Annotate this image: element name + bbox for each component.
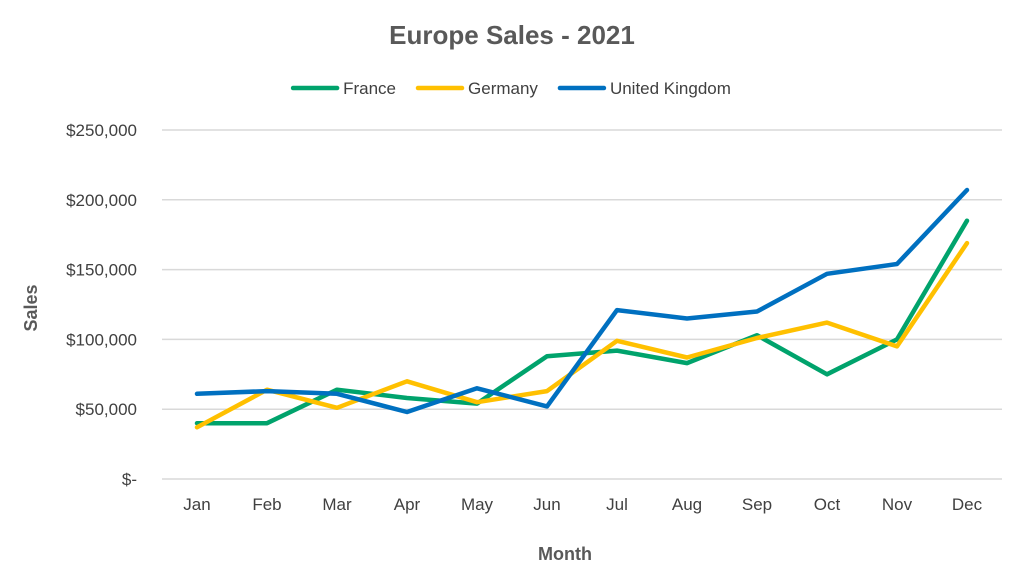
series-line-germany (194, 240, 970, 430)
y-axis-ticks: $- $50,000 $100,000 $150,000 $200,000 $250,00… (66, 121, 137, 489)
series-line-united-kingdom (194, 187, 970, 415)
y-tick-label: $200,000 (66, 191, 137, 210)
x-tick-label: Sep (742, 495, 772, 514)
x-tick-label: Dec (952, 495, 983, 514)
y-tick-label: $150,000 (66, 261, 137, 280)
x-axis-ticks: Jan Feb Mar Apr May Jun Jul Aug Sep Oct Nov Dec (183, 495, 982, 514)
gridlines (162, 129, 1002, 480)
x-tick-label: Jul (606, 495, 628, 514)
x-tick-label: Mar (322, 495, 352, 514)
legend: France Germany United Kingdom (290, 79, 731, 98)
x-axis-label: Month (538, 544, 592, 564)
y-axis-label: Sales (21, 284, 41, 331)
x-tick-label: Jun (533, 495, 560, 514)
x-tick-label: Aug (672, 495, 702, 514)
x-tick-label: May (461, 495, 494, 514)
chart-title: Europe Sales - 2021 (389, 20, 635, 50)
y-tick-label: $100,000 (66, 330, 137, 349)
x-tick-label: Apr (394, 495, 421, 514)
y-tick-label: $50,000 (76, 400, 137, 419)
legend-label-united-kingdom: United Kingdom (610, 79, 731, 98)
x-tick-label: Oct (814, 495, 841, 514)
y-tick-label: $- (122, 470, 137, 489)
x-tick-label: Nov (882, 495, 913, 514)
x-tick-label: Feb (252, 495, 281, 514)
legend-label-germany: Germany (468, 79, 538, 98)
x-tick-label: Jan (183, 495, 210, 514)
legend-label-france: France (343, 79, 396, 98)
series-lines (194, 187, 970, 430)
y-tick-label: $250,000 (66, 121, 137, 140)
